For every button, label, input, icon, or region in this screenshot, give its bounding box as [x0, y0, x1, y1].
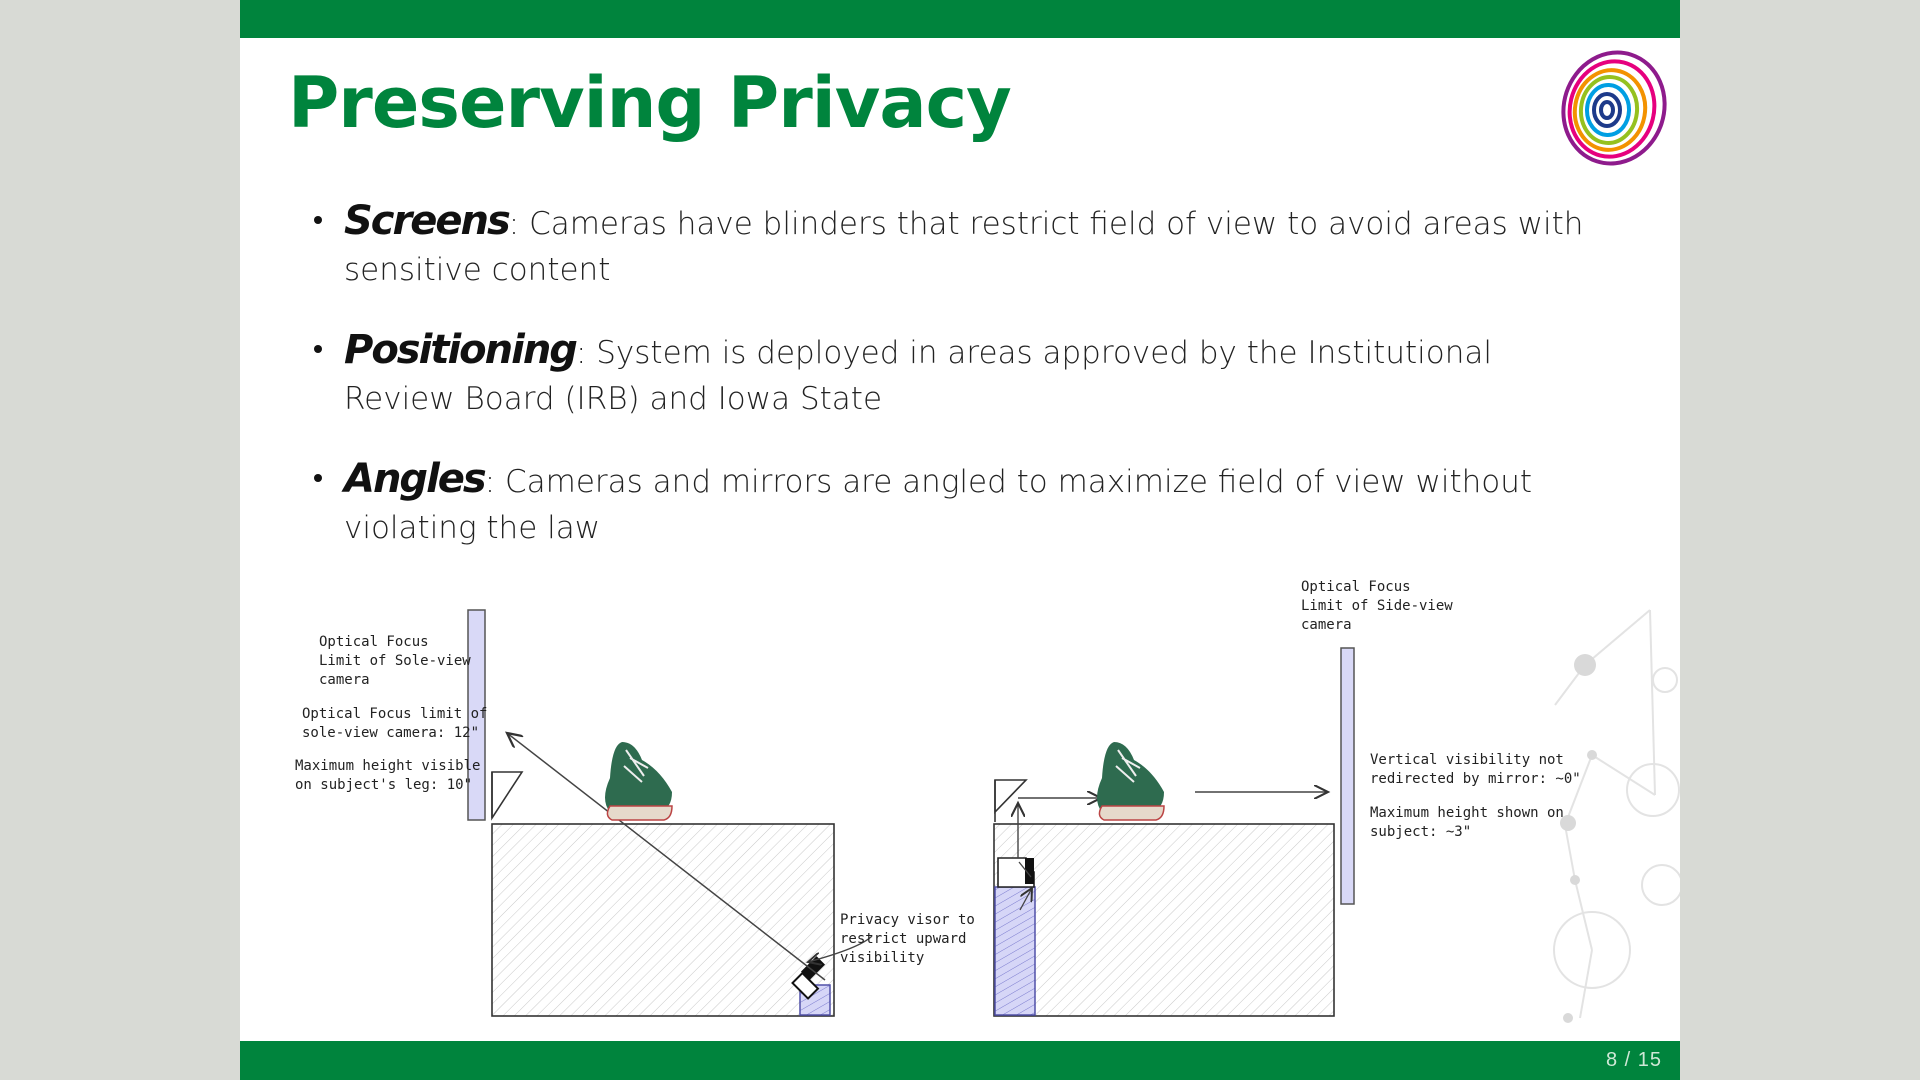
vertical-visibility-label-line1: Vertical visibility not	[1370, 752, 1564, 768]
privacy-visor-label-line1: Privacy visor to	[840, 912, 975, 928]
max-height-shown-label-line2: subject: ~3"	[1370, 824, 1471, 840]
bullet-dot	[314, 474, 322, 482]
bottom-bar	[240, 1041, 1680, 1080]
focus-limit-label-line2: sole-view camera: 12"	[302, 725, 479, 741]
sole-view-setup: Optical Focus Limit of Sole-view camera …	[295, 609, 975, 1017]
page-title: Preserving Privacy	[288, 62, 1012, 144]
privacy-visor-label-line3: visibility	[840, 950, 924, 966]
top-bar	[240, 0, 1680, 38]
max-height-label-line1: Maximum height visible	[295, 758, 480, 774]
shoe-icon	[605, 742, 673, 821]
sole-view-focus-label-line1: Optical Focus	[319, 634, 429, 650]
bullet-text: Screens: Cameras have blinders that rest…	[344, 198, 1584, 288]
vertical-visibility-label-line2: redirected by mirror: ~0"	[1370, 771, 1581, 787]
side-view-focus-label-line2: Limit of Side-view	[1301, 598, 1453, 614]
bullet-term: Positioning	[344, 327, 578, 373]
side-view-focus-label-line3: camera	[1301, 617, 1352, 633]
bullet-text: Angles: Cameras and mirrors are angled t…	[344, 456, 1533, 546]
slide: Preserving Privacy Screens: Cameras have…	[240, 0, 1680, 1080]
bullet-description: : System is deployed in areas approved b…	[344, 335, 1492, 417]
bullet-description: : Cameras have blinders that restrict fi…	[344, 206, 1584, 288]
side-view-focus-label-line1: Optical Focus	[1301, 579, 1411, 595]
bullet-dot	[314, 345, 322, 353]
bullet-text: Positioning: System is deployed in areas…	[344, 327, 1492, 417]
camera-setup-diagram: Optical Focus Limit of Sole-view camera …	[295, 579, 1680, 1023]
page-number: 8 / 15	[1605, 1049, 1662, 1071]
sole-view-focus-label-line2: Limit of Sole-view	[319, 653, 471, 669]
privacy-visor-label-line2: restrict upward	[840, 931, 966, 947]
spiral-logo-icon	[1561, 50, 1667, 166]
focus-limit-label-line1: Optical Focus limit of	[302, 706, 487, 722]
max-height-label-line2: on subject's leg: 10"	[295, 777, 472, 793]
bullet-term: Screens	[344, 198, 511, 244]
list-item: Angles: Cameras and mirrors are angled t…	[314, 456, 1604, 551]
bullet-list: Screens: Cameras have blinders that rest…	[314, 198, 1604, 585]
molecule-decoration	[1553, 609, 1680, 1019]
side-view-setup: Optical Focus Limit of Side-view camera …	[993, 579, 1581, 1017]
list-item: Screens: Cameras have blinders that rest…	[314, 198, 1604, 293]
sole-view-focus-label-line3: camera	[319, 672, 370, 688]
bullet-description: : Cameras and mirrors are angled to maxi…	[344, 464, 1533, 546]
list-item: Positioning: System is deployed in areas…	[314, 327, 1604, 422]
shoe-icon	[1097, 742, 1165, 821]
max-height-shown-label-line1: Maximum height shown on	[1370, 805, 1564, 821]
bullet-term: Angles	[344, 456, 487, 502]
bullet-dot	[314, 216, 322, 224]
